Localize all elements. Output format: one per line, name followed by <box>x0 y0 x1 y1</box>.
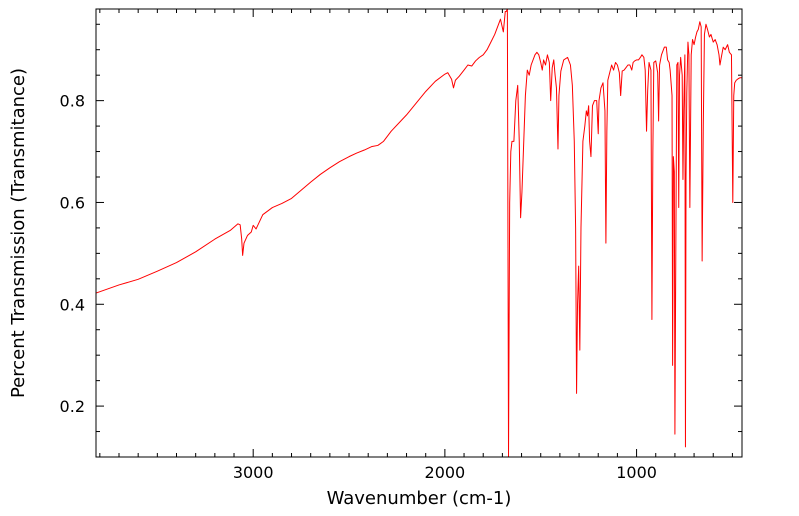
tick-labels: 3000 2000 1000 0.2 0.4 0.6 0.8 <box>60 92 657 482</box>
x-tick-label: 3000 <box>233 463 274 482</box>
x-axis-title: Wavenumber (cm-1) <box>327 488 512 509</box>
y-tick-label: 0.4 <box>60 295 85 314</box>
y-tick-label: 0.2 <box>60 397 85 416</box>
y-tick-label: 0.6 <box>60 193 85 212</box>
x-tick-label: 1000 <box>616 463 657 482</box>
plot-frame <box>95 8 743 458</box>
spectrum-line <box>95 8 742 458</box>
y-tick-label: 0.8 <box>60 92 85 111</box>
x-tick-label: 2000 <box>425 463 466 482</box>
axis-ticks <box>96 9 742 457</box>
y-axis-title: Percent Transmission (Transmitance) <box>8 68 29 398</box>
